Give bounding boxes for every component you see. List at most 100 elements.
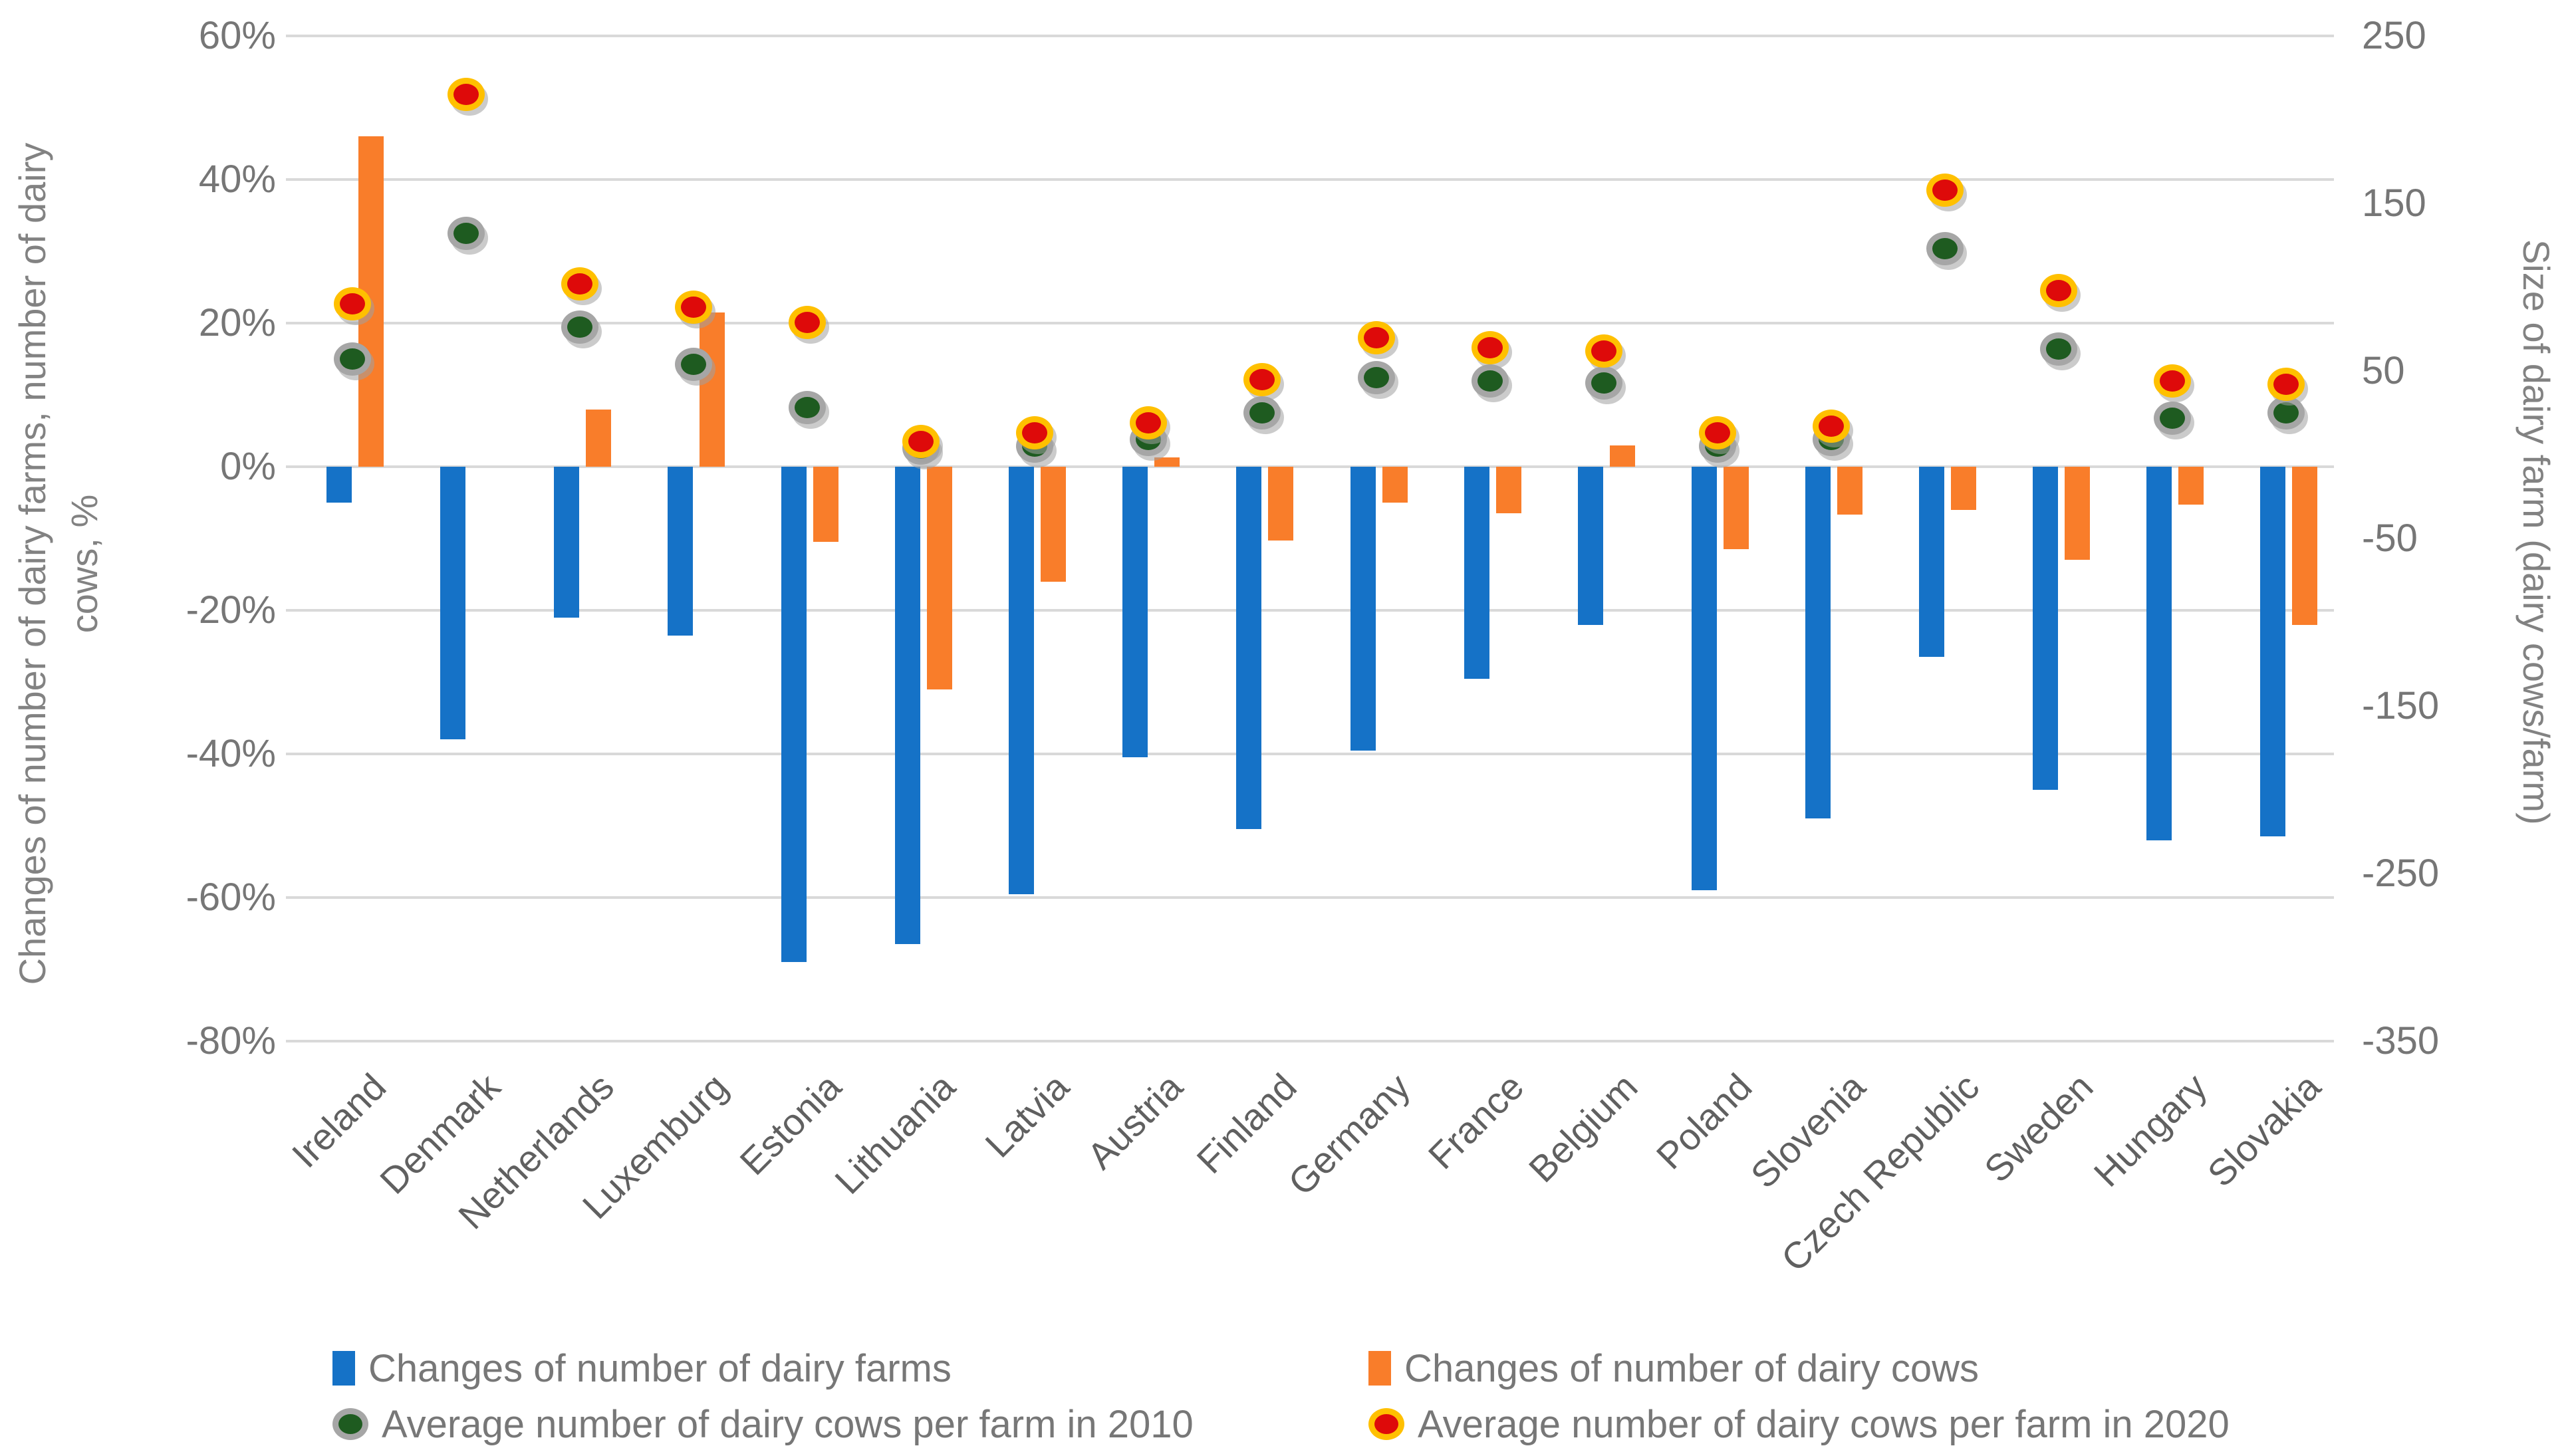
- bar-farms-Ireland: [326, 467, 352, 503]
- dot-avg-2020-Estonia: [789, 305, 826, 339]
- x-axis-label-Hungary: Hungary: [2085, 1065, 2215, 1195]
- legend-label-2010: Average number of dairy cows per farm in…: [382, 1402, 1194, 1446]
- left-axis-title-line1: Changes of number of dairy farms, number…: [11, 142, 53, 985]
- bar-cows-Estonia: [813, 467, 838, 543]
- x-axis-label-Poland: Poland: [1648, 1065, 1760, 1177]
- bar-cows-Luxemburg: [699, 312, 725, 467]
- bar-farms-Slovenia: [1805, 467, 1831, 819]
- y-axis-tick-left-60%: 60%: [198, 14, 276, 57]
- dot-avg-2020-Germany: [1357, 320, 1395, 354]
- bar-cows-Poland: [1723, 467, 1749, 550]
- dot-avg-2010-Netherlands: [561, 310, 598, 344]
- legend-swatch-farms-icon: [332, 1351, 355, 1386]
- bar-cows-Czech Republic: [1951, 467, 1977, 510]
- gridline--60%: [286, 896, 2334, 899]
- legend-label-farms: Changes of number of dairy farms: [368, 1346, 952, 1390]
- y-axis-tick-left--20%: -20%: [186, 588, 276, 632]
- bar-farms-Latvia: [1009, 467, 1035, 894]
- dot-avg-2010-France: [1471, 364, 1509, 398]
- legend-label-cows: Changes of number of dairy cows: [1404, 1346, 1979, 1390]
- y-axis-tick-left-40%: 40%: [198, 158, 276, 201]
- dot-avg-2020-Netherlands: [561, 267, 598, 301]
- y-axis-tick-left--60%: -60%: [186, 876, 276, 919]
- bar-farms-Lithuania: [895, 467, 921, 945]
- bar-cows-Latvia: [1041, 467, 1067, 582]
- bar-farms-Belgium: [1577, 467, 1603, 625]
- y-axis-tick-left--40%: -40%: [186, 732, 276, 775]
- gridline-20%: [286, 322, 2334, 324]
- gridline-60%: [286, 35, 2334, 37]
- gridline--40%: [286, 753, 2334, 755]
- dot-avg-2020-Latvia: [1016, 416, 1054, 450]
- dot-avg-2010-Hungary: [2154, 401, 2192, 435]
- x-axis-label-Estonia: Estonia: [731, 1065, 850, 1183]
- bar-farms-Denmark: [440, 467, 465, 740]
- dot-avg-2010-Ireland: [333, 342, 371, 376]
- bar-farms-Luxemburg: [667, 467, 693, 636]
- bar-farms-France: [1464, 467, 1489, 679]
- y-axis-tick-right-50: 50: [2362, 349, 2405, 392]
- dot-avg-2020-Sweden: [2040, 274, 2078, 308]
- bar-farms-Hungary: [2146, 467, 2172, 840]
- bar-cows-France: [1495, 467, 1521, 514]
- dot-avg-2010-Czech Republic: [1926, 232, 1964, 266]
- y-axis-tick-left--80%: -80%: [186, 1019, 276, 1062]
- y-axis-tick-right-150: 150: [2362, 182, 2426, 225]
- y-axis-tick-right--50: -50: [2362, 517, 2418, 560]
- legend-label-2020: Average number of dairy cows per farm in…: [1418, 1402, 2230, 1446]
- dot-avg-2010-Estonia: [789, 391, 826, 425]
- legend-item-dairy-cows: Changes of number of dairy cows: [1368, 1342, 1979, 1395]
- left-axis-title-line2: cows, %: [63, 494, 105, 634]
- y-axis-tick-right--150: -150: [2362, 684, 2440, 727]
- legend-item-avg-2010: Average number of dairy cows per farm in…: [332, 1397, 1194, 1451]
- dot-avg-2010-Sweden: [2040, 332, 2078, 366]
- legend-item-avg-2020: Average number of dairy cows per farm in…: [1368, 1397, 2230, 1451]
- bar-farms-Finland: [1236, 467, 1262, 830]
- gridline--20%: [286, 609, 2334, 612]
- legend-dot-2010-icon: [332, 1408, 368, 1440]
- bar-cows-Germany: [1382, 467, 1408, 503]
- legend-swatch-cows-icon: [1368, 1351, 1391, 1386]
- x-axis-label-Czech Republic: Czech Republic: [1773, 1065, 1988, 1280]
- y-axis-tick-left-0%: 0%: [220, 445, 276, 488]
- dot-avg-2010-Luxemburg: [674, 347, 712, 381]
- bar-farms-Sweden: [2033, 467, 2059, 790]
- x-axis-label-France: France: [1420, 1065, 1532, 1177]
- dot-avg-2020-France: [1471, 330, 1509, 364]
- dot-avg-2020-Hungary: [2154, 364, 2192, 398]
- gridline-0%: [286, 465, 2334, 468]
- x-axis-label-Belgium: Belgium: [1521, 1065, 1646, 1191]
- bar-farms-Estonia: [781, 467, 807, 963]
- x-axis-label-Finland: Finland: [1188, 1065, 1305, 1182]
- x-axis-label-Austria: Austria: [1079, 1065, 1191, 1177]
- bar-cows-Austria: [1154, 457, 1180, 467]
- x-axis-label-Lithuania: Lithuania: [826, 1065, 963, 1202]
- bar-cows-Sweden: [2065, 467, 2091, 560]
- bar-cows-Slovenia: [1837, 467, 1862, 515]
- dot-avg-2010-Belgium: [1585, 366, 1622, 400]
- bar-farms-Netherlands: [553, 467, 579, 618]
- dot-avg-2020-Poland: [1698, 416, 1736, 450]
- dot-avg-2010-Finland: [1243, 396, 1281, 429]
- bar-cows-Netherlands: [585, 409, 611, 467]
- dot-avg-2020-Czech Republic: [1926, 173, 1964, 207]
- y-axis-tick-left-20%: 20%: [198, 301, 276, 344]
- dot-avg-2020-Luxemburg: [674, 291, 712, 324]
- bar-farms-Poland: [1691, 467, 1717, 891]
- bar-farms-Germany: [1350, 467, 1376, 751]
- dot-avg-2020-Austria: [1130, 406, 1168, 440]
- legend-item-dairy-farms: Changes of number of dairy farms: [332, 1342, 952, 1395]
- dot-avg-2020-Denmark: [447, 78, 485, 112]
- dot-avg-2020-Finland: [1243, 362, 1281, 396]
- dot-avg-2010-Slovakia: [2267, 396, 2305, 429]
- x-axis-label-Germany: Germany: [1280, 1065, 1418, 1203]
- x-axis-label-Slovakia: Slovakia: [2199, 1065, 2329, 1195]
- bar-cows-Finland: [1268, 467, 1294, 541]
- bar-cows-Belgium: [1609, 445, 1635, 467]
- gridline--80%: [286, 1040, 2334, 1042]
- legend-dot-2020-icon: [1368, 1408, 1404, 1440]
- x-axis-label-Latvia: Latvia: [977, 1065, 1077, 1165]
- right-axis-title: Size of dairy farm (dairy cows/farm): [2515, 239, 2557, 825]
- bar-farms-Slovakia: [2260, 467, 2286, 837]
